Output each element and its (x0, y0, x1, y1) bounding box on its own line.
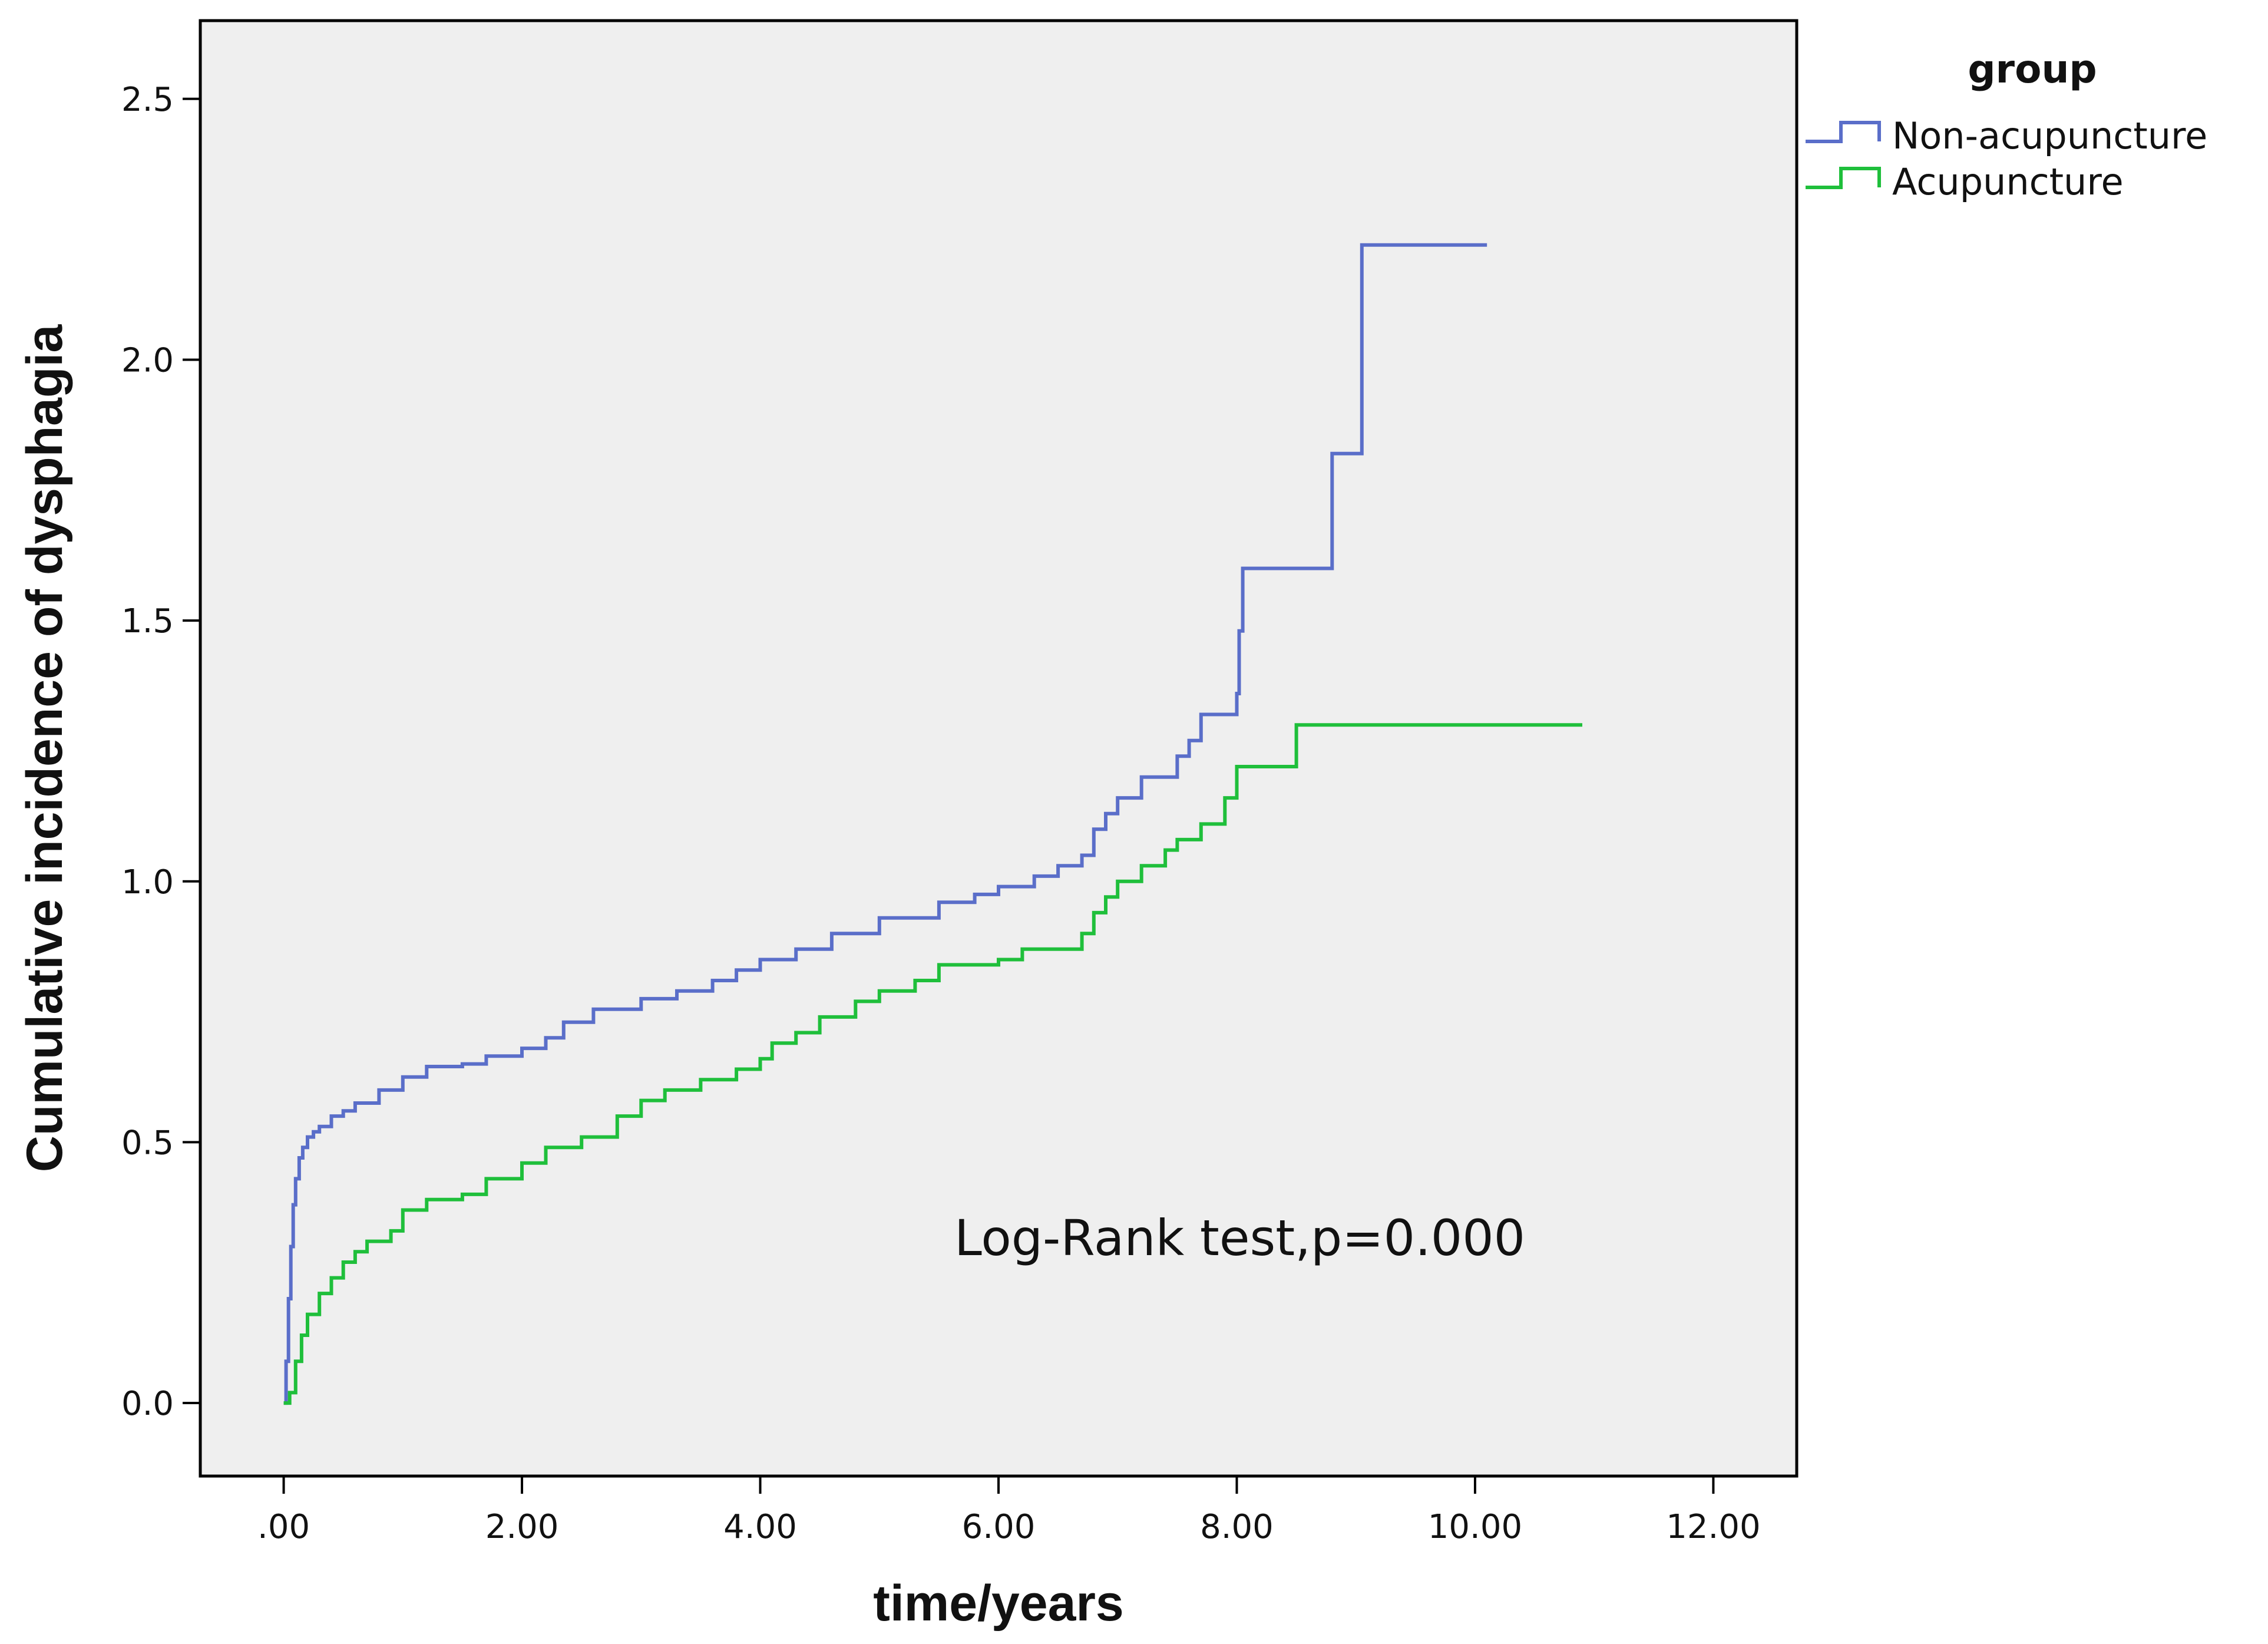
x-tick-label: 8.00 (1200, 1508, 1274, 1546)
x-tick-label: 2.00 (485, 1508, 559, 1546)
y-tick-label: 0.0 (121, 1385, 174, 1423)
y-tick-label: 0.5 (121, 1124, 174, 1162)
x-axis: .00 2.00 4.00 6.00 8.00 10.00 12.00 (257, 1476, 1761, 1546)
y-axis: 0.0 0.5 1.0 1.5 2.0 2.5 (121, 81, 200, 1423)
series-layer (283, 243, 1582, 1405)
x-tick-label: 6.00 (962, 1508, 1036, 1546)
y-tick-label: 2.0 (121, 341, 174, 379)
legend-title: group (1968, 47, 2097, 92)
plot-background (199, 19, 1798, 1478)
legend-label-acupuncture: Acupuncture (1892, 160, 2124, 203)
series-line-non-acupuncture (283, 243, 1487, 1405)
legend-label-non-acupuncture: Non-acupuncture (1892, 114, 2207, 157)
y-tick-label: 1.0 (121, 863, 174, 902)
annotation-log-rank: Log-Rank test,p=0.000 (954, 1209, 1525, 1267)
x-tick-label: 10.00 (1428, 1508, 1522, 1546)
y-tick-label: 1.5 (121, 602, 174, 641)
x-tick-label: 4.00 (723, 1508, 797, 1546)
x-tick-label: .00 (257, 1508, 310, 1546)
x-axis-title: time/years (873, 1575, 1124, 1632)
legend-swatch-non-acupuncture (1806, 121, 1881, 143)
legend-swatch-acupuncture (1806, 167, 1881, 189)
series-line-acupuncture (283, 723, 1582, 1405)
y-tick-label: 2.5 (121, 81, 174, 119)
x-tick-label: 12.00 (1666, 1508, 1760, 1546)
y-axis-title: Cumulative incidence of dysphagia (16, 324, 73, 1173)
